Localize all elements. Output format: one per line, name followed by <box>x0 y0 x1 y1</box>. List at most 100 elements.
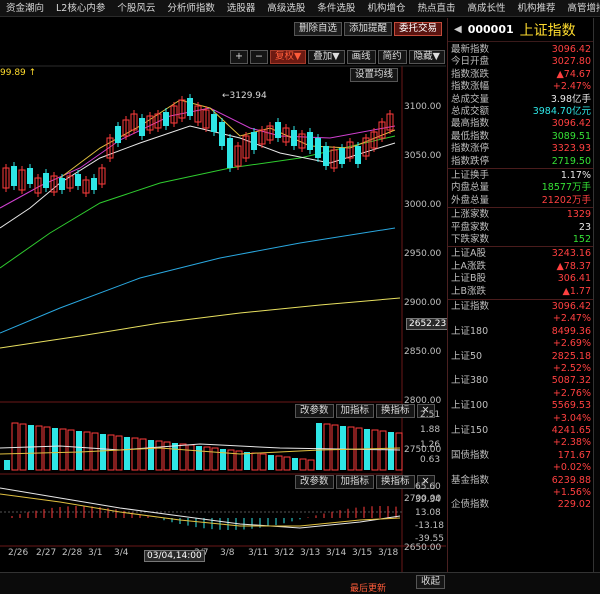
kline-chart[interactable]: 删除自选 添加提醒 委托交易 + − 复权▼ 叠加▼ 画线 简约 隐藏▼ 设置均线 99.8… <box>0 18 450 594</box>
price-tick: 2750.00 <box>404 445 442 455</box>
chart-canvas[interactable] <box>0 18 446 576</box>
close-icon[interactable]: ✕ <box>416 404 435 418</box>
menu-item[interactable]: 高成长性 <box>467 2 506 14</box>
chart-tool-label: 叠加 <box>313 51 333 62</box>
menu-item[interactable]: 分析师指数 <box>167 2 215 14</box>
date-tick: 3/13 <box>300 548 321 558</box>
dropdown-arrow-icon: ▼ <box>432 51 440 62</box>
index-row[interactable]: +2.69% <box>448 338 593 350</box>
index-name: 上证380 <box>451 375 489 387</box>
index-value: +2.69% <box>552 338 591 350</box>
menu-item[interactable]: 机构增仓 <box>367 2 406 14</box>
delete-watchlist-button[interactable]: 删除自选 <box>294 22 343 36</box>
top-menu: 资金潮向 L2核心内参 个股风云 分析师指数 选股器 高级选股 条件选股 机构增仓 热点直击 高成… <box>0 0 600 17</box>
quote-key: 内盘总量 <box>451 182 490 194</box>
chart-tool-button[interactable]: + <box>230 50 248 64</box>
collapse-button[interactable]: 收起 <box>416 575 446 589</box>
menu-item[interactable]: 选股器 <box>226 2 256 14</box>
index-row[interactable]: +2.52% <box>448 363 593 375</box>
chart-tool-label: 画线 <box>351 51 371 62</box>
quote-key: 上证B股 <box>451 273 487 285</box>
quote-key: 上证换手 <box>451 170 490 181</box>
chart-toolbar: + − 复权▼ 叠加▼ 画线 简约 隐藏▼ <box>230 50 445 64</box>
status-bar: 收起 最后更新 <box>0 572 600 594</box>
quote-value: ▲74.67 <box>556 68 591 80</box>
index-value: +0.02% <box>552 462 591 474</box>
chart-tool-button[interactable]: 隐藏▼ <box>408 50 445 64</box>
chart-tool-button[interactable]: 叠加▼ <box>308 50 345 64</box>
quote-panel: ◀ 000001 上证指数 最新指数 3096.42 今日开盘 3027.80 指数涨跌… <box>447 18 600 594</box>
index-row[interactable]: 上证100 5569.53 <box>448 400 593 412</box>
menu-item[interactable]: 高级选股 <box>267 2 306 14</box>
index-name: 基金指数 <box>451 474 490 486</box>
chart-tool-button[interactable]: 复权▼ <box>269 50 307 64</box>
indicator-button[interactable]: 换指标 <box>376 404 415 418</box>
quote-value: 3089.51 <box>551 130 591 142</box>
index-row[interactable]: +2.76% <box>448 388 593 400</box>
indicator-button[interactable]: 改参数 <box>295 475 334 489</box>
quote-row: 上A涨跌 ▲78.37 <box>448 261 593 273</box>
price-tick: 3000.00 <box>404 200 442 210</box>
chart-tool-label: − <box>254 51 263 62</box>
index-row[interactable]: +2.38% <box>448 437 593 449</box>
add-alert-button[interactable]: 添加提醒 <box>344 22 393 36</box>
quote-value: 21202万手 <box>541 194 591 206</box>
index-row[interactable]: +2.47% <box>448 313 593 325</box>
price-tick: 2650.00 <box>404 543 442 553</box>
menu-item[interactable]: 热点直击 <box>417 2 456 14</box>
close-icon[interactable]: ✕ <box>416 475 435 489</box>
quote-value: 18577万手 <box>541 182 591 194</box>
price-tick: 2850.00 <box>404 347 442 357</box>
menu-item[interactable]: L2核心内参 <box>56 2 106 14</box>
quote-key: 指数跌停 <box>451 155 490 167</box>
volume-toolbar: 改参数 加指标 换指标 ✕ <box>295 404 435 418</box>
quote-row: 指数涨跌 ▲74.67 <box>448 69 593 81</box>
quote-row: 平盘家数 23 <box>448 222 593 234</box>
quote-key: 总成交额 <box>451 106 490 117</box>
index-row[interactable]: 企债指数 229.02 <box>448 499 593 511</box>
arrow-left-icon[interactable]: ◀ <box>454 24 462 35</box>
index-row[interactable]: 上证指数 3096.42 <box>448 301 593 313</box>
index-row[interactable]: 国债指数 171.67 <box>448 450 593 462</box>
right-edge-column <box>593 18 600 594</box>
menu-item[interactable]: 条件选股 <box>317 2 356 14</box>
index-value: +2.47% <box>552 313 591 325</box>
date-tick: 3/8 <box>220 548 235 558</box>
quote-value: 306.41 <box>557 273 591 285</box>
quote-key: 总成交量 <box>451 93 490 105</box>
macd-tick: 39.34 <box>415 495 441 505</box>
quote-key: 平盘家数 <box>451 221 490 233</box>
quote-key: 上涨家数 <box>451 209 490 221</box>
menu-item[interactable]: 个股风云 <box>117 2 156 14</box>
index-row[interactable]: 基金指数 6239.88 <box>448 475 593 487</box>
index-value: +2.38% <box>552 437 591 449</box>
chart-tool-button[interactable]: − <box>249 50 268 64</box>
menu-item[interactable]: 高管增持 <box>567 2 600 14</box>
price-tick: 3050.00 <box>404 151 442 161</box>
chart-tool-label: 简约 <box>382 51 402 62</box>
indicator-button[interactable]: 加指标 <box>335 475 375 489</box>
menu-item[interactable]: 机构推荐 <box>517 2 556 14</box>
quote-key: 指数涨跌 <box>451 68 490 80</box>
index-row[interactable]: 上证150 4241.65 <box>448 425 593 437</box>
indicator-button[interactable]: 加指标 <box>335 404 375 418</box>
date-tick: 3/15 <box>352 548 373 558</box>
index-row[interactable]: 上证380 5087.32 <box>448 375 593 387</box>
chart-tool-label: 隐藏 <box>413 51 433 62</box>
indicator-button[interactable]: 改参数 <box>295 404 334 418</box>
chart-tool-button[interactable]: 画线 <box>346 50 376 64</box>
index-row[interactable]: +0.02% <box>448 462 593 474</box>
volume-tick: 1.88 <box>420 425 441 435</box>
macd-tick: -39.55 <box>415 534 445 544</box>
volume-tick: 2.51 <box>420 410 441 420</box>
indicator-button[interactable]: 换指标 <box>376 475 415 489</box>
index-row[interactable]: +1.56% <box>448 487 593 499</box>
index-value: 8499.36 <box>551 325 591 337</box>
ma-settings-button[interactable]: 设置均线 <box>350 68 399 82</box>
chart-tool-button[interactable]: 简约 <box>377 50 407 64</box>
index-row[interactable]: 上证180 8499.36 <box>448 326 593 338</box>
index-row[interactable]: +3.04% <box>448 413 593 425</box>
index-row[interactable]: 上证50 2825.18 <box>448 351 593 363</box>
entrust-trade-button[interactable]: 委托交易 <box>394 22 443 36</box>
menu-item[interactable]: 资金潮向 <box>6 2 45 14</box>
